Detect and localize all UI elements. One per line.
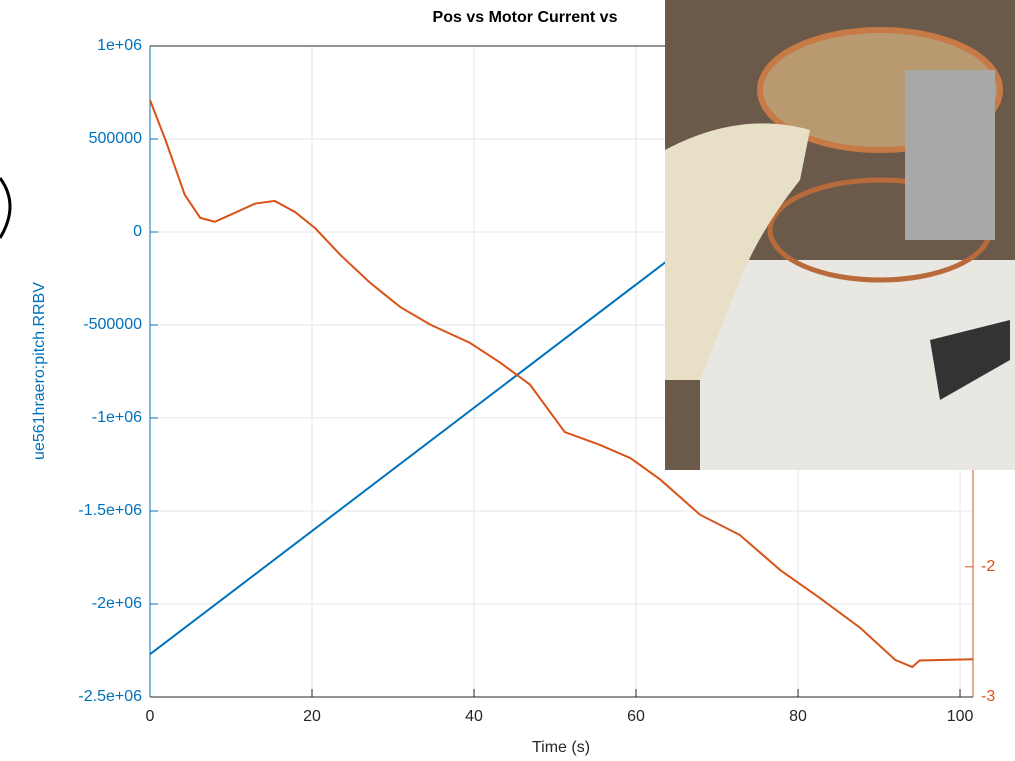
y-tick-label: 0 [133, 223, 142, 240]
photo-caliper [930, 320, 1010, 400]
series-line [149, 99, 974, 669]
y-tick-label: -1.5e+06 [78, 502, 142, 519]
photo-overlay [665, 0, 1015, 470]
x-axis-label: Time (s) [532, 739, 590, 756]
photo-glove [665, 123, 810, 381]
x-tick-label: 100 [947, 708, 974, 725]
photo-block [905, 70, 995, 240]
y2-tick-label: -2 [981, 558, 995, 575]
x-tick-label: 60 [627, 708, 645, 725]
y-tick-label: -1e+06 [92, 409, 142, 426]
x-tick-label: 20 [303, 708, 321, 725]
arc-fragment [0, 177, 12, 239]
y-tick-label: 1e+06 [97, 37, 142, 54]
y-tick-label: -2e+06 [92, 595, 142, 612]
y2-tick-label: -3 [981, 688, 995, 705]
x-tick-label: 80 [789, 708, 807, 725]
chart-title: Pos vs Motor Current vs [433, 9, 618, 26]
x-tick-label: 40 [465, 708, 483, 725]
x-tick-label: 0 [146, 708, 155, 725]
y-axis-label: ue561hraero:pitch.RRBV [31, 282, 48, 460]
y-tick-label: 500000 [89, 130, 142, 147]
y-tick-label: -500000 [83, 316, 142, 333]
series-line [149, 259, 670, 656]
y-tick-label: -2.5e+06 [78, 688, 142, 705]
